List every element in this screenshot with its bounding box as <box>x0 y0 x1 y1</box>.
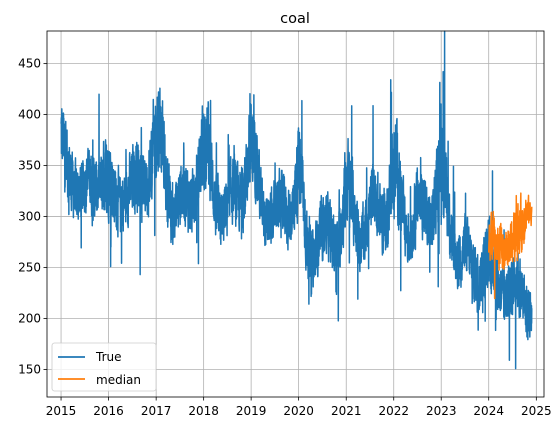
x-tick-label: 2017 <box>141 404 172 418</box>
y-tick-label: 450 <box>18 57 41 71</box>
y-axis: 150 200 250 300 350 400 450 <box>18 57 47 376</box>
x-tick-label: 2025 <box>521 404 552 418</box>
y-tick-label: 400 <box>18 108 41 122</box>
series-line-true <box>60 30 533 370</box>
x-tick-label: 2024 <box>473 404 504 418</box>
x-axis: 2015 2016 2017 2018 2019 2020 2021 2022 2023 2024… <box>46 397 552 418</box>
x-tick-label: 2022 <box>378 404 409 418</box>
y-tick-label: 150 <box>18 362 41 376</box>
legend: True median <box>51 342 157 392</box>
series-line-median <box>487 192 533 300</box>
y-tick-label: 350 <box>18 159 41 173</box>
x-tick-label: 2023 <box>426 404 457 418</box>
chart-title: coal <box>280 11 310 27</box>
x-tick-label: 2020 <box>283 404 314 418</box>
grid <box>47 31 544 397</box>
x-tick-label: 2016 <box>93 404 124 418</box>
legend-label-median: median <box>96 373 141 387</box>
x-tick-label: 2021 <box>331 404 362 418</box>
plot-lines <box>60 30 533 370</box>
y-tick-label: 250 <box>18 261 41 275</box>
plot-frame <box>46 30 545 398</box>
y-tick-label: 200 <box>18 311 41 325</box>
x-tick-label: 2019 <box>236 404 267 418</box>
x-tick-label: 2018 <box>188 404 219 418</box>
legend-label-true: True <box>95 350 122 364</box>
x-tick-label: 2015 <box>46 404 77 418</box>
y-tick-label: 300 <box>18 210 41 224</box>
